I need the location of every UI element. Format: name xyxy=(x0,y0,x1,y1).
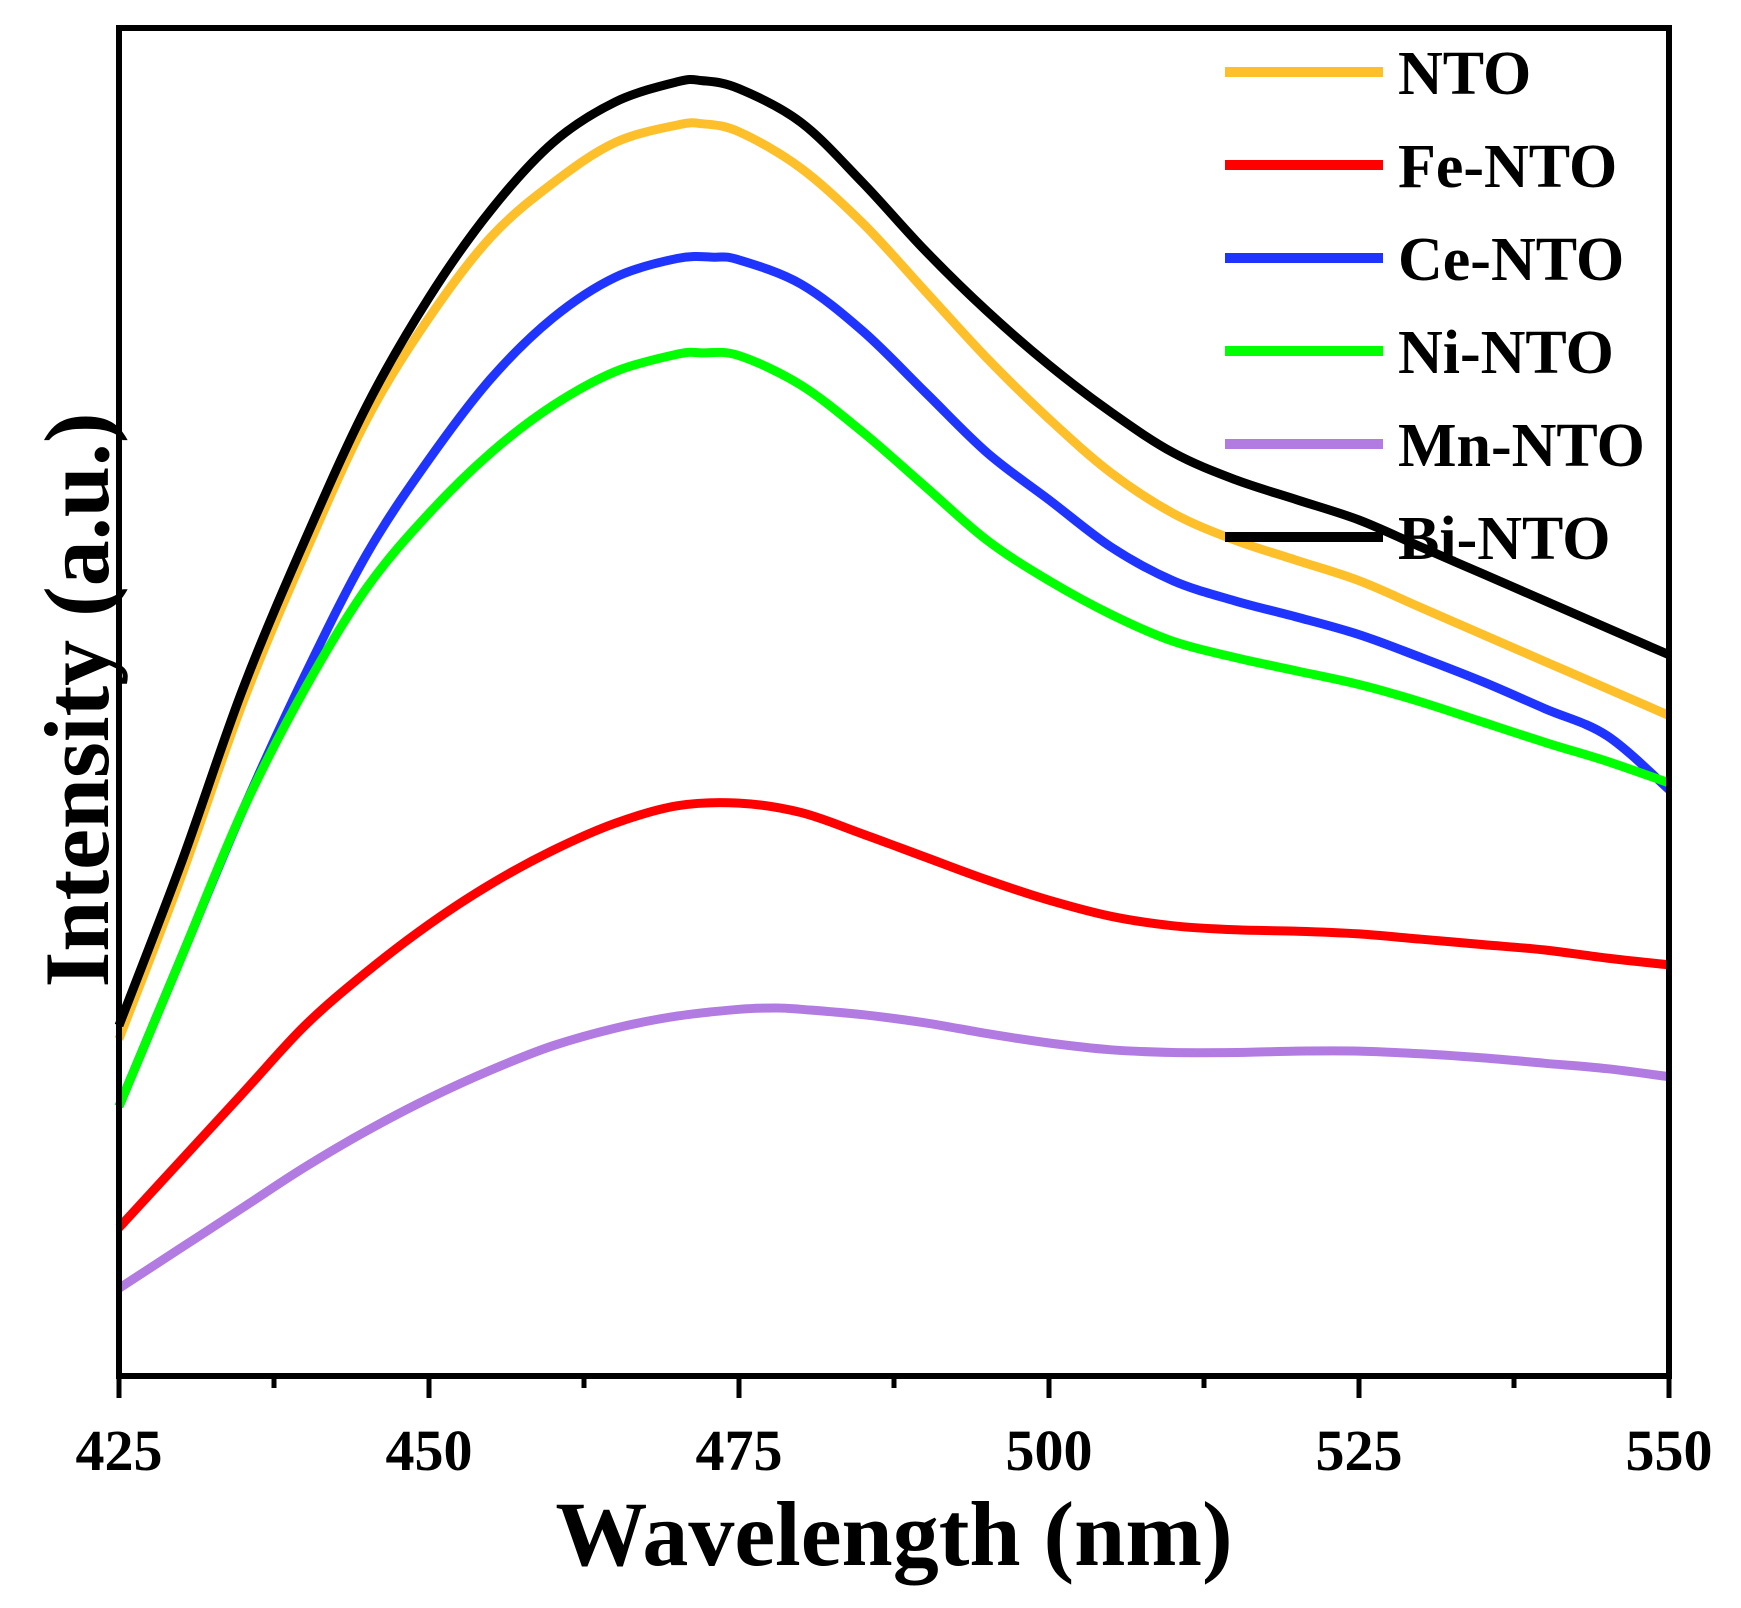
x-tick-label: 425 xyxy=(76,1418,163,1483)
x-axis-ticks: 425 450 475 500 525 550 xyxy=(76,1376,1713,1483)
x-tick-label: 450 xyxy=(386,1418,473,1483)
x-axis-title: Wavelength (nm) xyxy=(555,1483,1232,1585)
legend-label-nto: NTO xyxy=(1398,40,1531,108)
series-line-fe-nto xyxy=(115,798,1670,1231)
legend-label-fe-nto: Fe-NTO xyxy=(1398,133,1617,201)
series-line-ni-nto xyxy=(114,347,1671,1109)
legend-label-bi-nto: Bi-NTO xyxy=(1398,505,1610,573)
legend-label-ni-nto: Ni-NTO xyxy=(1398,319,1614,387)
legend-label-ce-nto: Ce-NTO xyxy=(1398,226,1624,294)
x-tick-label: 550 xyxy=(1626,1418,1713,1483)
series-line-mn-nto xyxy=(116,1003,1670,1293)
series-line-bi-nto xyxy=(114,74,1671,1028)
legend: NTO Fe-NTO Ce-NTO Ni-NTO Mn-NTO Bi-NTO xyxy=(1225,40,1645,573)
legend-label-mn-nto: Mn-NTO xyxy=(1398,412,1645,480)
x-tick-label: 475 xyxy=(696,1418,783,1483)
series-line-ce-nto xyxy=(114,251,1672,1109)
x-tick-label: 525 xyxy=(1316,1418,1403,1483)
series-layer xyxy=(114,74,1672,1293)
series-line-nto xyxy=(114,118,1671,1041)
y-axis-title: Intensity (a.u.) xyxy=(26,412,128,987)
x-tick-label: 500 xyxy=(1006,1418,1093,1483)
